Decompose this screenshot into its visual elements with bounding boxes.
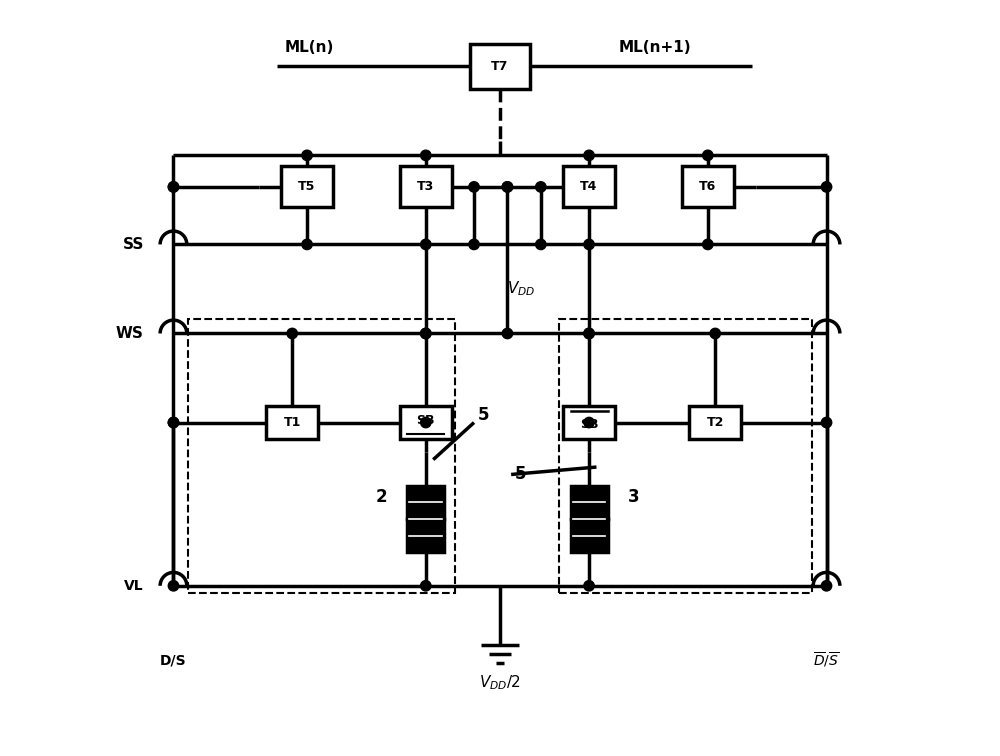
Text: ML(n): ML(n): [285, 40, 334, 55]
Circle shape: [821, 417, 832, 428]
Circle shape: [168, 181, 179, 192]
Text: T2: T2: [707, 416, 724, 429]
Text: 2: 2: [375, 488, 387, 506]
Text: 5: 5: [515, 466, 526, 484]
Text: SB: SB: [417, 414, 435, 427]
Bar: [188, 318, 455, 593]
Circle shape: [421, 328, 431, 339]
Bar: [407, 519, 444, 553]
Circle shape: [421, 417, 431, 428]
Text: SB: SB: [580, 418, 598, 431]
Bar: [400, 166, 452, 207]
Text: D/S: D/S: [160, 653, 187, 667]
Text: T7: T7: [491, 60, 509, 73]
Circle shape: [502, 328, 513, 339]
Circle shape: [168, 181, 179, 192]
Text: $V_{DD}$: $V_{DD}$: [507, 280, 536, 299]
Circle shape: [821, 181, 832, 192]
Circle shape: [703, 239, 713, 249]
Circle shape: [168, 417, 179, 428]
Circle shape: [421, 150, 431, 160]
Circle shape: [421, 581, 431, 591]
Bar: [266, 406, 318, 439]
Circle shape: [584, 150, 594, 160]
Circle shape: [703, 150, 713, 160]
Bar: [400, 406, 452, 439]
Text: T1: T1: [284, 416, 301, 429]
Circle shape: [821, 581, 832, 591]
Circle shape: [536, 239, 546, 249]
Circle shape: [421, 328, 431, 339]
Text: ML(n+1): ML(n+1): [619, 40, 691, 55]
Bar: [563, 406, 615, 439]
Circle shape: [536, 181, 546, 192]
Circle shape: [421, 239, 431, 249]
Text: T4: T4: [580, 181, 598, 194]
Circle shape: [584, 581, 594, 591]
Bar: [571, 485, 608, 519]
Circle shape: [584, 417, 594, 428]
Text: $\overline{D}/\overline{S}$: $\overline{D}/\overline{S}$: [813, 651, 840, 669]
Bar: [571, 519, 608, 553]
Text: WS: WS: [116, 326, 144, 341]
Circle shape: [469, 239, 479, 249]
Bar: [682, 166, 734, 207]
Text: SS: SS: [122, 237, 144, 252]
Text: 5: 5: [478, 406, 489, 424]
Circle shape: [168, 417, 179, 428]
Bar: [689, 406, 741, 439]
Circle shape: [469, 181, 479, 192]
Text: $V_{DD}/2$: $V_{DD}/2$: [479, 673, 521, 692]
Bar: [470, 44, 530, 88]
Text: T3: T3: [417, 181, 434, 194]
Circle shape: [287, 328, 297, 339]
Bar: [407, 485, 444, 519]
Circle shape: [710, 328, 720, 339]
Circle shape: [502, 181, 513, 192]
Circle shape: [168, 581, 179, 591]
Circle shape: [584, 328, 594, 339]
Text: 3: 3: [628, 488, 639, 506]
Text: T6: T6: [699, 181, 716, 194]
Bar: [563, 166, 615, 207]
Text: VL: VL: [124, 579, 144, 593]
Bar: [559, 318, 812, 593]
Text: T5: T5: [298, 181, 316, 194]
Circle shape: [302, 150, 312, 160]
Bar: [281, 166, 333, 207]
Circle shape: [502, 181, 513, 192]
Circle shape: [584, 239, 594, 249]
Circle shape: [584, 328, 594, 339]
Circle shape: [302, 239, 312, 249]
